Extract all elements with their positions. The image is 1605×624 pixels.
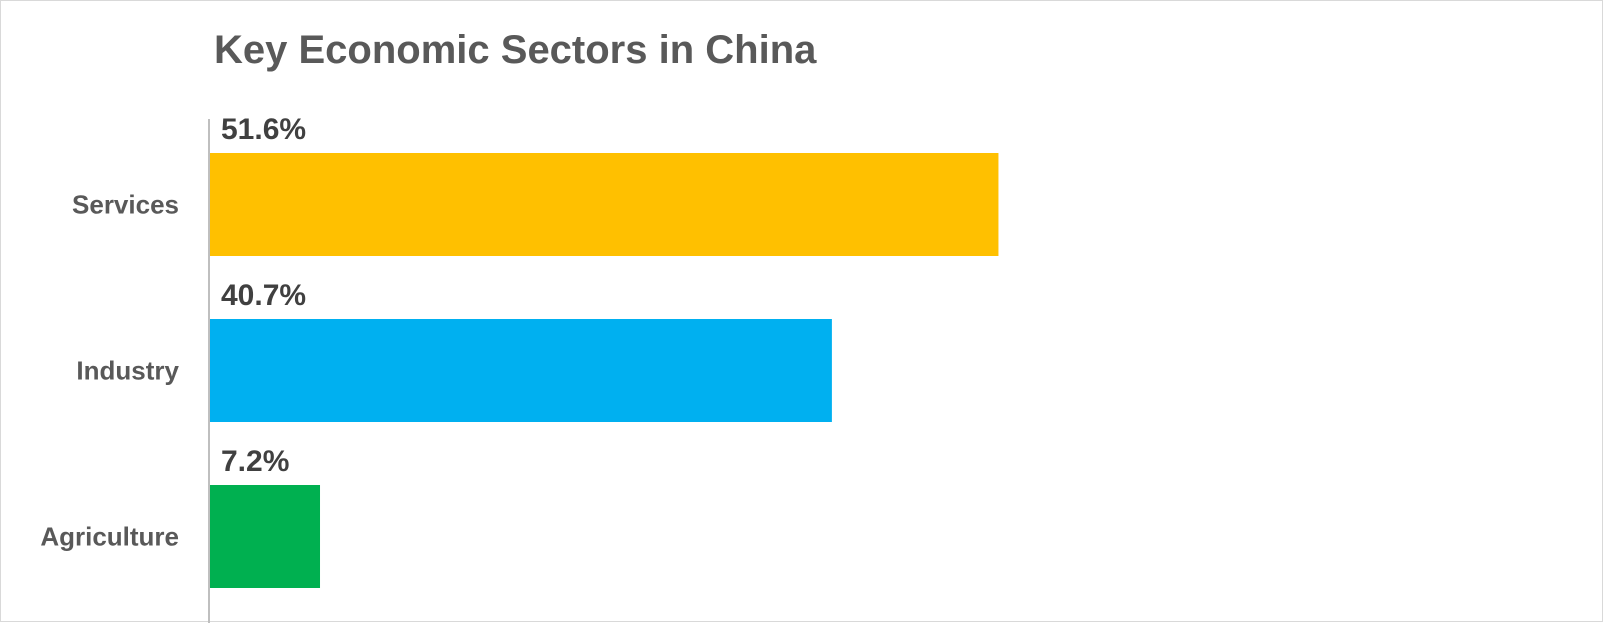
data-label-services: 51.6%: [221, 113, 306, 146]
data-label-industry: 40.7%: [221, 279, 306, 312]
category-label-agriculture: Agriculture: [40, 522, 179, 552]
bars-group: 51.6% Services 40.7% Industry 7.2% Agricultur…: [40, 113, 999, 588]
bar-agriculture: [210, 485, 321, 588]
data-label-agriculture: 7.2%: [221, 445, 289, 478]
chart-title: Key Economic Sectors in China: [214, 28, 817, 72]
category-label-services: Services: [72, 190, 179, 220]
category-label-industry: Industry: [76, 356, 179, 386]
bar-industry: [210, 319, 832, 422]
bar-services: [210, 153, 999, 256]
